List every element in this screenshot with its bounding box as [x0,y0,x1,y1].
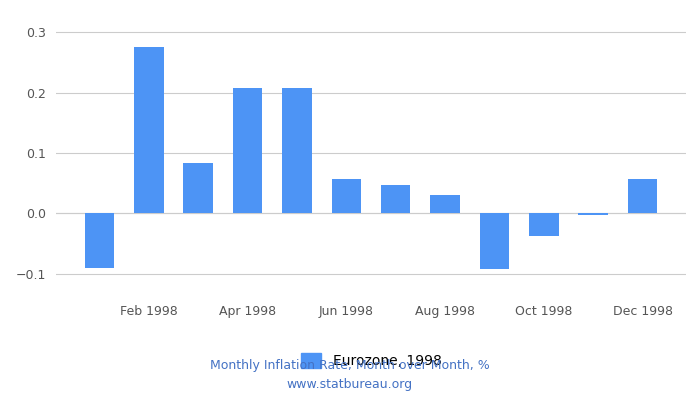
Text: Monthly Inflation Rate, Month over Month, %: Monthly Inflation Rate, Month over Month… [210,360,490,372]
Bar [430,195,460,214]
Bar [134,47,164,214]
Text: www.statbureau.org: www.statbureau.org [287,378,413,391]
Bar [183,163,213,214]
Bar [381,185,410,214]
Bar [480,214,509,269]
Bar [282,88,312,214]
Bar [529,214,559,236]
Bar [85,214,114,268]
Bar [233,88,262,214]
Bar [578,214,608,215]
Bar [628,179,657,214]
Legend: Eurozone, 1998: Eurozone, 1998 [295,348,447,374]
Bar [332,179,361,214]
